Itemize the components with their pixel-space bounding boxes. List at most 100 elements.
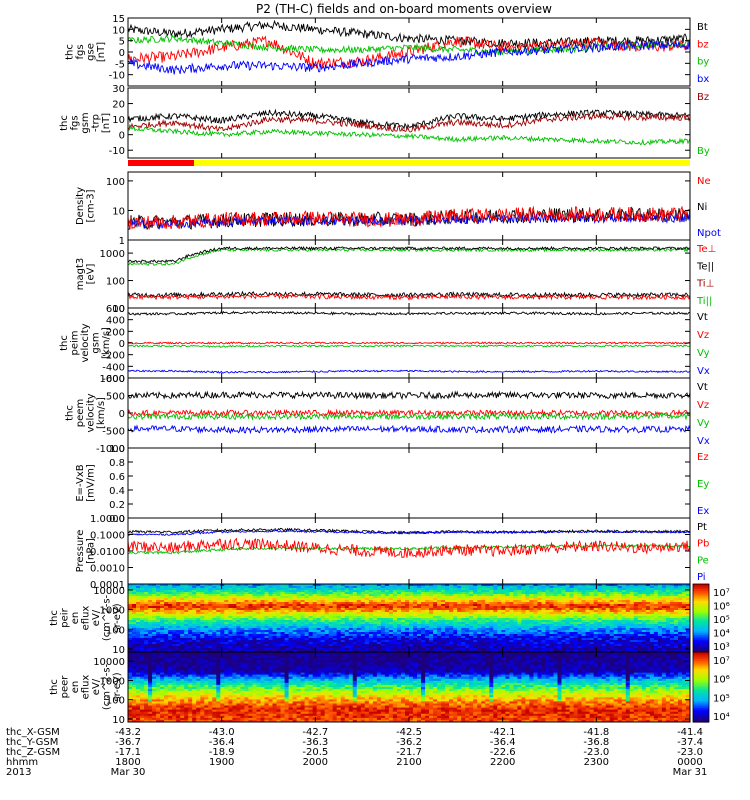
spectrogram-cell (376, 624, 382, 627)
spectrogram-cell (184, 622, 189, 625)
spectrogram-cell (585, 620, 591, 623)
spectrogram-cell (665, 620, 671, 623)
spectrogram-cell (621, 598, 627, 601)
series-line-ti (128, 247, 690, 267)
spectrogram-cell (364, 606, 370, 609)
spectrogram-cell (196, 594, 201, 597)
spectrogram-cell (437, 640, 442, 643)
spectrogram-cell (336, 592, 342, 595)
spectrogram-cell (220, 624, 225, 627)
spectrogram-cell (352, 618, 358, 621)
spectrogram-cell (481, 592, 486, 595)
spectrogram-cell (605, 618, 611, 621)
spectrogram-cell (577, 614, 583, 617)
spectrogram-cell (200, 634, 205, 637)
spectrogram-cell (300, 630, 306, 633)
spectrogram-cell (401, 626, 406, 629)
spectrogram-cell (621, 610, 627, 613)
spectrogram-cell (348, 650, 354, 652)
spectrogram-cell (196, 588, 201, 591)
spectrogram-cell (537, 630, 543, 633)
spectrogram-cell (637, 618, 643, 621)
y-tick-label: -1000 (96, 444, 125, 455)
spectrogram-cell (392, 592, 398, 595)
spectrogram-cell (264, 630, 270, 633)
spectrogram-cell (573, 628, 579, 631)
spectrogram-cell (585, 590, 591, 593)
spectrogram-cell (388, 648, 394, 651)
spectrogram-cell (132, 608, 137, 611)
spectrogram-cell (501, 622, 506, 625)
spectrogram-cell (192, 650, 197, 652)
spectrogram-cell (629, 604, 635, 607)
spectrogram-cell (509, 638, 514, 641)
y-tick-label: -600 (102, 374, 125, 385)
spectrogram-cell (421, 624, 426, 627)
series-line-pi (128, 529, 690, 537)
spectrogram-cell (164, 650, 169, 652)
spectrogram-cell (517, 588, 522, 591)
spectrogram-cell (244, 620, 249, 623)
spectrogram-cell (633, 588, 639, 591)
spectrogram-cell (380, 612, 386, 615)
spectrogram-cell (633, 618, 639, 621)
spectrogram-cell (252, 600, 257, 603)
spectrogram-cell (553, 626, 559, 629)
spectrogram-cell (657, 614, 663, 617)
figure-title: P2 (TH-C) fields and on-board moments ov… (256, 2, 552, 16)
spectrogram-cell (216, 634, 221, 637)
spectrogram-cell (565, 606, 571, 609)
spectrogram-cell (629, 628, 635, 631)
spectrogram-cell (529, 608, 534, 611)
spectrogram-cell (220, 622, 225, 625)
spectrogram-cell (240, 600, 245, 603)
spectrogram-cell (156, 632, 161, 635)
spectrogram-cell (236, 638, 241, 641)
spectrogram-cell (469, 640, 474, 643)
spectrogram-cell (517, 650, 522, 652)
spectrogram-cell (340, 636, 346, 639)
spectrogram-cell (364, 636, 370, 639)
spectrogram-cell (525, 610, 530, 613)
spectrogram-cell (344, 596, 350, 599)
spectrogram-cell (617, 620, 623, 623)
spectrogram-cell (453, 620, 458, 623)
spectrogram-cell (605, 588, 611, 591)
spectrogram-cell (517, 622, 522, 625)
spectrogram-cell (272, 634, 278, 637)
spectrogram-cell (320, 628, 326, 631)
spectrogram-cell (445, 642, 450, 645)
spectrogram-cell (433, 624, 438, 627)
spectrogram-cell (208, 644, 213, 647)
spectrogram-cell (525, 612, 530, 615)
spectrogram-cell (304, 650, 310, 652)
spectrogram-cell (585, 622, 591, 625)
spectrogram-cell (316, 650, 322, 652)
spectrogram-cell (409, 596, 414, 599)
spectrogram-cell (477, 650, 482, 652)
spectrogram-cell (288, 604, 294, 607)
spectrogram-cell (304, 640, 310, 643)
spectrogram-cell (340, 584, 346, 587)
spectrogram-cell (557, 630, 563, 633)
spectrogram-cell (537, 634, 543, 637)
spectrogram-cell (236, 586, 241, 589)
spectrogram-cell (272, 608, 278, 611)
spectrogram-cell (477, 618, 482, 621)
spectrogram-cell (429, 606, 434, 609)
spectrogram-cell (609, 596, 615, 599)
spectrogram-cell (529, 648, 534, 651)
spectrogram-cell (148, 634, 153, 637)
spectrogram-cell (425, 648, 430, 651)
spectrogram-cell (573, 616, 579, 619)
spectrogram-cell (388, 584, 394, 587)
spectrogram-cell (497, 626, 502, 629)
spectrogram-cell (224, 584, 229, 587)
spectrogram-cell (228, 626, 233, 629)
spectrogram-cell (621, 590, 627, 593)
spectrogram-cell (413, 644, 418, 647)
spectrogram-cell (136, 636, 141, 639)
spectrogram-cell (505, 626, 510, 629)
spectrogram-cell (445, 586, 450, 589)
spectrogram-cell (505, 610, 510, 613)
